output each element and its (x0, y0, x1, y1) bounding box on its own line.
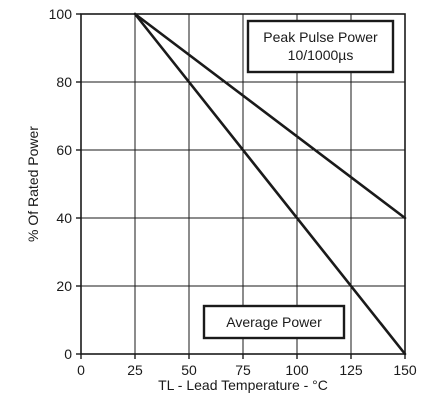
tick-layer: 0 25 50 75 100 125 150 0 20 40 60 80 100 (49, 6, 417, 378)
x-axis-title: TL - Lead Temperature - °C (158, 377, 328, 393)
series-layer (133, 12, 407, 356)
x-tick-label-150: 150 (393, 362, 417, 378)
y-tick-label-0: 0 (64, 346, 72, 362)
y-axis-title: % Of Rated Power (25, 126, 41, 242)
x-tick-label-0: 0 (77, 362, 85, 378)
annotation-average: Average Power (202, 304, 346, 340)
y-tick-label-40: 40 (56, 210, 72, 226)
x-tick-label-100: 100 (285, 362, 309, 378)
x-tick-label-125: 125 (339, 362, 363, 378)
x-tick-label-75: 75 (235, 362, 251, 378)
y-tick-label-20: 20 (56, 278, 72, 294)
annotation-average-line-1: Average Power (226, 314, 322, 330)
annotation-peak: Peak Pulse Power 10/1000µs (246, 19, 395, 74)
series-line-peak-pulse-power (133, 12, 407, 220)
annotation-peak-line-1: Peak Pulse Power (263, 29, 378, 45)
annotation-average-box (202, 304, 346, 340)
x-tick-label-50: 50 (181, 362, 197, 378)
annotation-peak-box (246, 19, 395, 74)
series-line-average-power (133, 12, 407, 356)
annotation-peak-line-2: 10/1000µs (288, 47, 354, 63)
y-tick-label-60: 60 (56, 142, 72, 158)
x-tick-label-25: 25 (127, 362, 143, 378)
y-tick-label-100: 100 (49, 6, 73, 22)
y-tick-label-80: 80 (56, 74, 72, 90)
